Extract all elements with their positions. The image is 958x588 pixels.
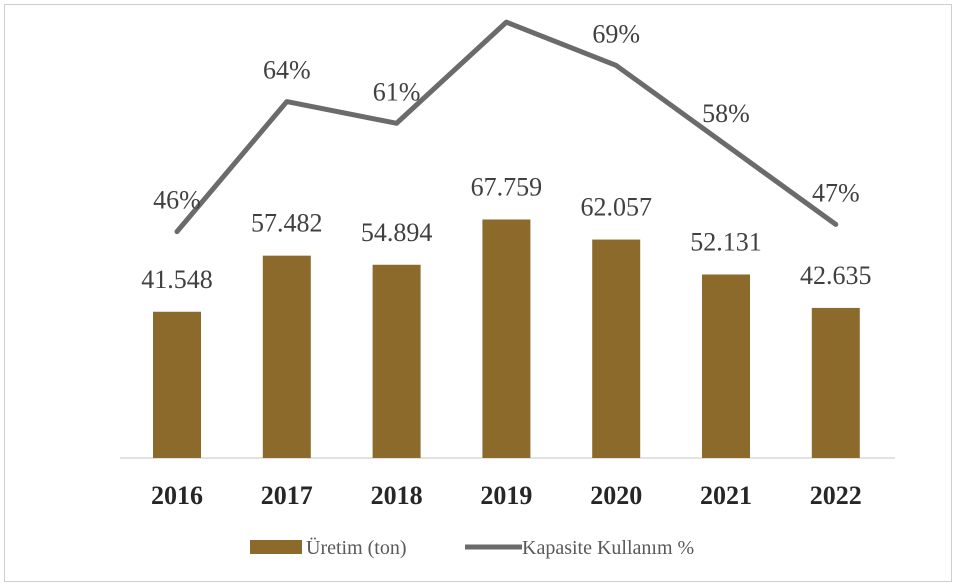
x-tick-2016: 2016	[151, 481, 203, 510]
bar-2020	[592, 239, 641, 458]
line-label-2017: 64%	[263, 56, 311, 85]
bar-2022	[811, 307, 860, 458]
bar-2019	[482, 219, 531, 458]
x-tick-2021: 2021	[700, 481, 752, 510]
bar-2016	[153, 311, 201, 458]
line-label-2022: 47%	[812, 178, 860, 207]
line-label-2020: 69%	[592, 19, 640, 48]
bar-label-2019: 67.759	[471, 172, 543, 201]
bar-label-2022: 42.635	[800, 261, 872, 290]
x-tick-2018: 2018	[371, 481, 423, 510]
line-label-2016: 46%	[153, 186, 201, 215]
x-tick-2019: 2019	[480, 481, 532, 510]
x-tick-2017: 2017	[261, 481, 313, 510]
bar-label-2017: 57.482	[251, 209, 323, 238]
bar-label-2018: 54.894	[361, 218, 433, 247]
bar-label-2020: 62.057	[580, 193, 652, 222]
legend-label-line: Kapasite Kullanım %	[522, 537, 694, 559]
x-tick-2020: 2020	[590, 481, 642, 510]
bar-2017	[262, 255, 311, 458]
line-series-kapasite	[174, 19, 839, 235]
line-label-2021: 58%	[702, 99, 750, 128]
bar-2021	[702, 274, 750, 458]
legend-label-bar: Üretim (ton)	[306, 536, 407, 559]
line-label-2018: 61%	[373, 77, 421, 106]
legend-swatch-bar	[250, 540, 302, 554]
bar-label-2021: 52.131	[690, 227, 762, 256]
legend: Üretim (ton) Kapasite Kullanım %	[250, 536, 694, 559]
bar-2018	[372, 264, 421, 458]
line-label-2019: 75%	[483, 0, 531, 5]
x-tick-2022: 2022	[810, 481, 862, 510]
chart-frame	[4, 4, 952, 582]
bar-label-2016: 41.548	[141, 265, 213, 294]
